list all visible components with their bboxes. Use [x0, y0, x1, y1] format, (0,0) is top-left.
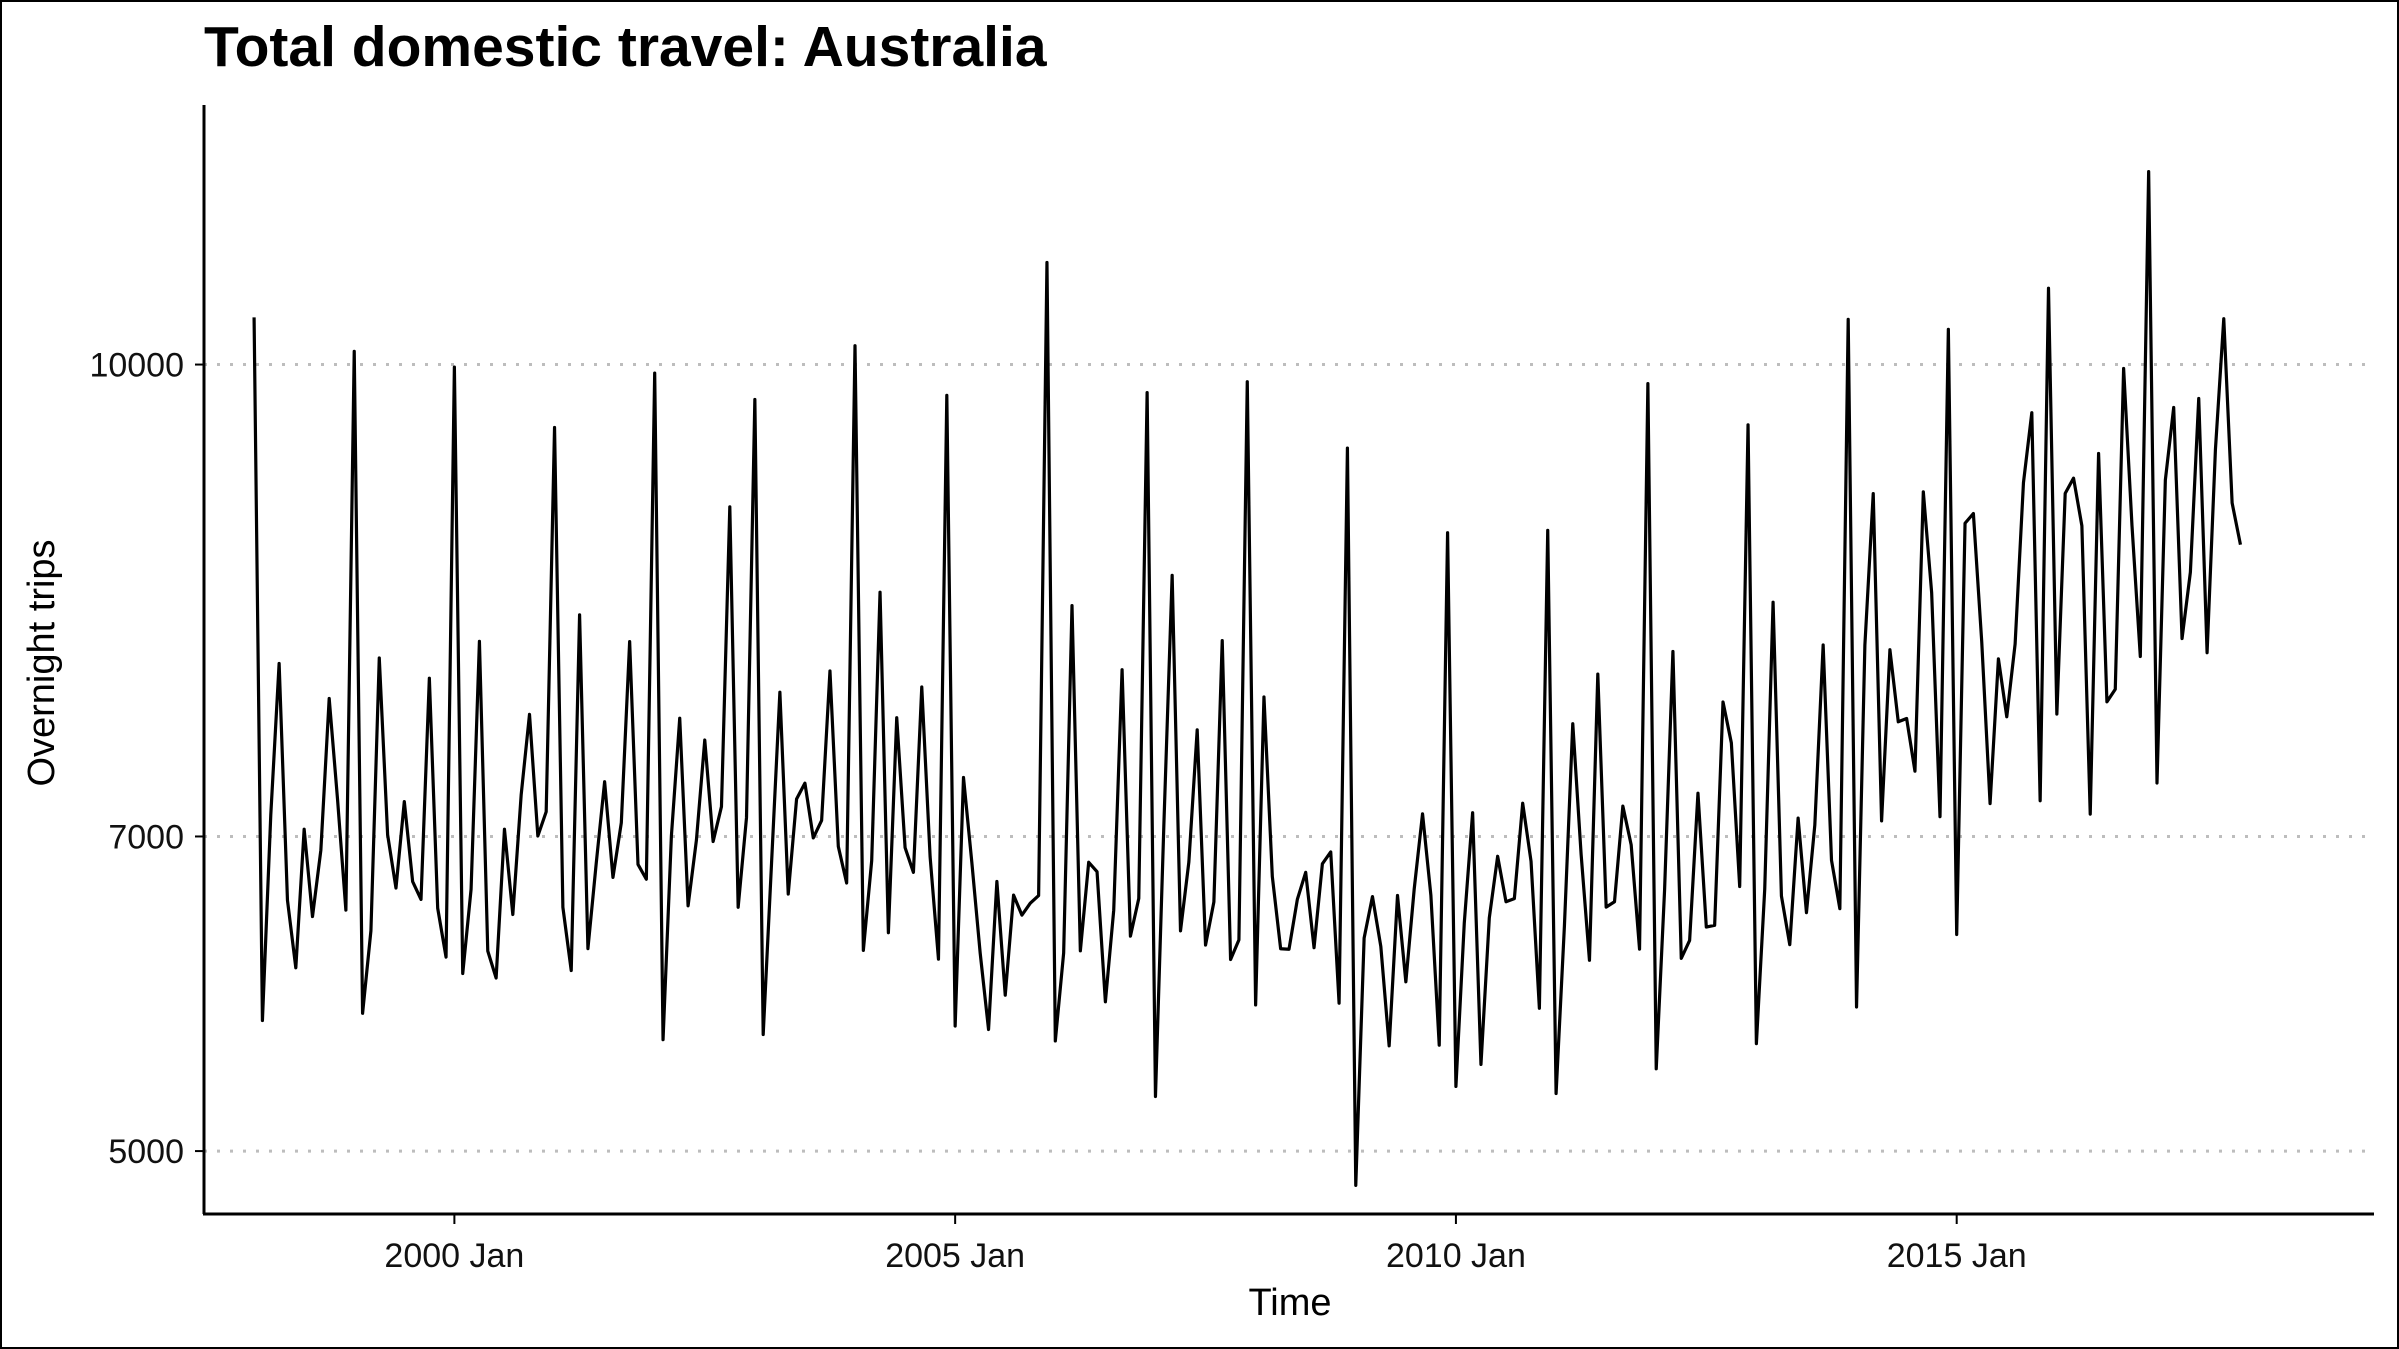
y-tick-label: 7000: [108, 818, 184, 856]
x-tick-label: 2015 Jan: [1887, 1237, 2027, 1275]
x-axis-title: Time: [1248, 1282, 1331, 1324]
x-tick-label: 2000 Jan: [384, 1237, 524, 1275]
y-tick-label: 5000: [108, 1133, 184, 1171]
x-tick-label: 2005 Jan: [885, 1237, 1025, 1275]
x-axis-ticks: 2000 Jan 2005 Jan 2010 Jan 2015 Jan: [384, 1214, 2027, 1275]
x-tick-label: 2010 Jan: [1386, 1237, 1526, 1275]
chart-title: Total domestic travel: Australia: [204, 15, 1048, 79]
series-layer: [252, 169, 2243, 1187]
series-line: [252, 169, 2243, 1187]
y-axis-ticks: 5000 7000 10000: [89, 347, 204, 1171]
gridlines: [204, 363, 2374, 1153]
y-tick-label: 10000: [89, 347, 184, 385]
y-axis-title: Overnight trips: [21, 539, 63, 786]
